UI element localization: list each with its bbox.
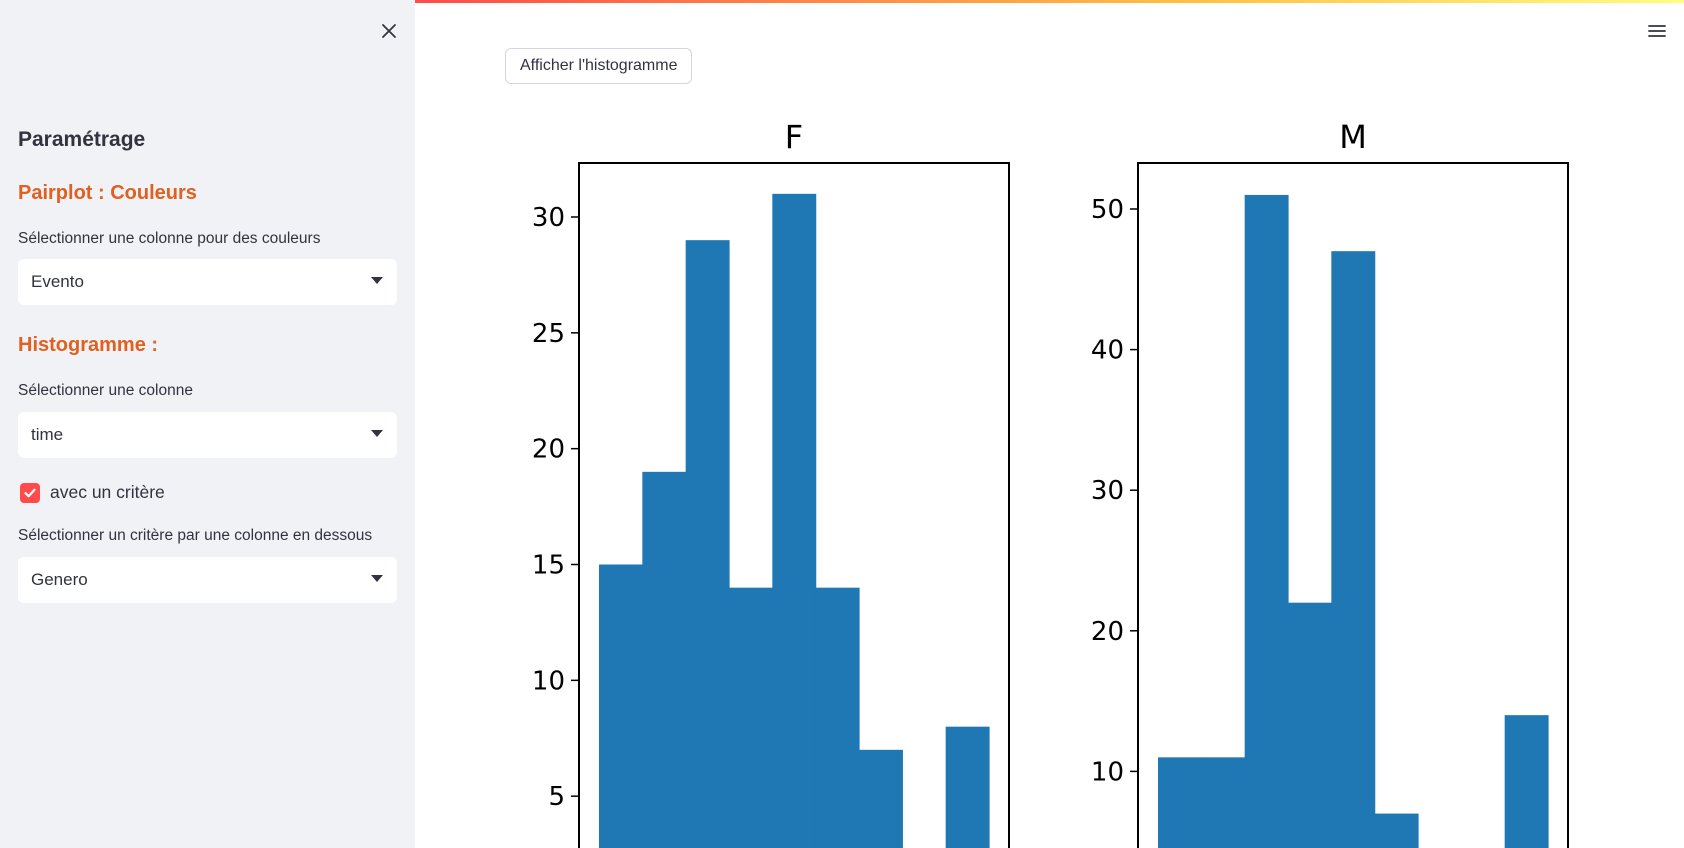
histogram-figure: F 5 10 15 20 25 30 M 10 20 30 40 50 xyxy=(415,100,1684,848)
panel-title: M xyxy=(1339,118,1367,156)
y-tick-label: 10 xyxy=(1091,757,1124,787)
y-tick-label: 15 xyxy=(532,551,565,581)
y-tick-label: 50 xyxy=(1091,195,1124,225)
histogram-bar xyxy=(729,587,773,848)
y-tick-label: 30 xyxy=(532,203,565,233)
close-sidebar-button[interactable] xyxy=(372,14,406,48)
criterion-column-value: Genero xyxy=(31,570,88,589)
histogram-bar xyxy=(1331,251,1376,848)
pairplot-color-value: Evento xyxy=(31,272,84,291)
chevron-down-icon xyxy=(371,277,383,284)
histogram-bar xyxy=(772,193,817,848)
panel-title: F xyxy=(785,118,803,156)
criterion-select-label: Sélectionner un critère par une colonne … xyxy=(18,527,373,544)
histogram-column-value: time xyxy=(31,425,64,444)
pairplot-header: Pairplot : Couleurs xyxy=(18,182,197,204)
top-decoration-bar xyxy=(415,0,1684,3)
histogram-bar xyxy=(1288,602,1332,848)
histogram-bar xyxy=(815,587,860,848)
histogram-column-select[interactable]: time xyxy=(18,412,397,458)
histogram-header: Histogramme : xyxy=(18,334,159,356)
pairplot-color-select[interactable]: Evento xyxy=(18,259,397,305)
histogram-bar xyxy=(1374,813,1419,848)
y-tick-label: 20 xyxy=(1091,617,1124,647)
histogram-bar xyxy=(1244,194,1289,848)
histogram-bar xyxy=(642,471,687,848)
sidebar: Paramétrage Pairplot : Couleurs Sélectio… xyxy=(0,0,415,848)
histogram-chart: F 5 10 15 20 25 30 M 10 20 30 40 50 xyxy=(532,118,1569,848)
y-tick-label: 5 xyxy=(548,782,565,812)
close-icon xyxy=(382,24,396,38)
main-menu-button[interactable] xyxy=(1642,16,1672,46)
criterion-checkbox-label: avec un critère xyxy=(50,482,165,502)
criterion-checkbox[interactable]: avec un critère xyxy=(20,482,165,503)
criterion-column-select[interactable]: Genero xyxy=(18,557,397,603)
histogram-bar xyxy=(1201,757,1246,848)
histogram-bar xyxy=(859,749,903,848)
y-tick-label: 30 xyxy=(1091,476,1124,506)
axes-frame xyxy=(578,162,1010,848)
chevron-down-icon xyxy=(371,575,383,582)
histogram-bar xyxy=(945,726,990,848)
y-tick-label: 20 xyxy=(532,435,565,465)
checkbox-checked-icon xyxy=(20,482,40,503)
chevron-down-icon xyxy=(371,430,383,437)
y-tick-label: 10 xyxy=(532,666,565,696)
histogram-bar xyxy=(599,564,643,848)
histogram-select-label: Sélectionner une colonne xyxy=(18,382,193,399)
histogram-bar xyxy=(1504,715,1549,848)
histogram-bar xyxy=(685,240,730,848)
pairplot-select-label: Sélectionner une colonne pour des couleu… xyxy=(18,230,321,247)
histogram-bar xyxy=(1158,757,1202,848)
hamburger-menu-icon xyxy=(1648,25,1666,37)
show-histogram-button[interactable]: Afficher l'histogramme xyxy=(505,48,693,84)
axes-frame xyxy=(1137,162,1569,848)
sidebar-title: Paramétrage xyxy=(18,128,146,151)
y-tick-label: 25 xyxy=(532,319,565,349)
y-tick-label: 40 xyxy=(1091,336,1124,366)
